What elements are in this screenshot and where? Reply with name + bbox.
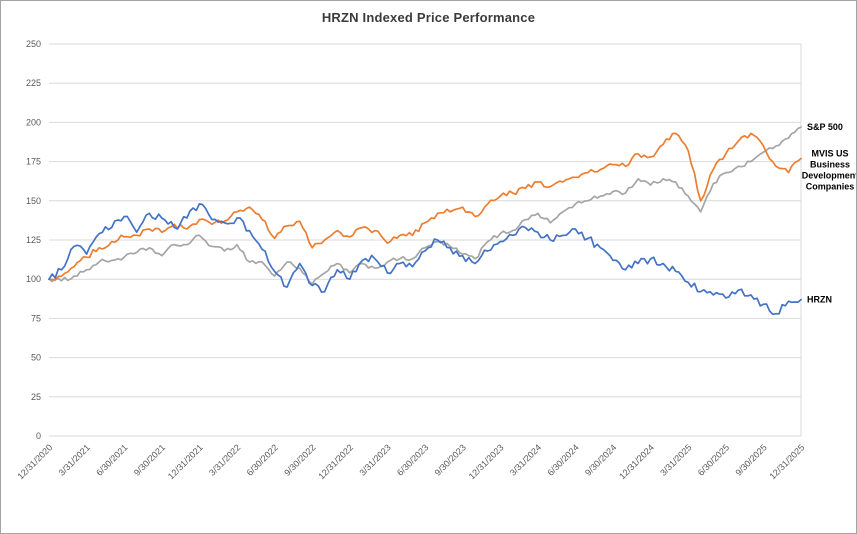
y-axis-tick-label: 175 xyxy=(26,157,41,167)
series-line-sp500 xyxy=(48,126,802,285)
x-axis-tick-label: 6/30/2022 xyxy=(245,442,280,477)
series-label-mvis-bdc: Development xyxy=(802,171,856,181)
y-axis-tick-label: 75 xyxy=(31,313,41,323)
y-axis-tick-label: 100 xyxy=(26,274,41,284)
series-label-hrzn: HRZN xyxy=(807,295,832,305)
series-line-hrzn xyxy=(48,203,802,316)
x-axis-tick-label: 6/30/2024 xyxy=(545,442,580,477)
x-axis-tick-label: 9/30/2022 xyxy=(282,442,317,477)
x-axis-tick-label: 3/31/2021 xyxy=(57,442,92,477)
x-axis-tick-label: 12/31/2020 xyxy=(15,442,54,481)
y-axis-tick-label: 250 xyxy=(26,39,41,49)
x-axis-tick-label: 12/31/2025 xyxy=(767,442,806,481)
x-axis-tick-label: 9/30/2025 xyxy=(733,442,768,477)
x-axis-tick-label: 3/31/2023 xyxy=(357,442,392,477)
x-axis-tick-label: 3/31/2024 xyxy=(508,442,543,477)
x-axis-tick-label: 3/31/2022 xyxy=(207,442,242,477)
chart-title: HRZN Indexed Price Performance xyxy=(321,10,536,25)
x-axis-tick-label: 12/31/2024 xyxy=(617,442,656,481)
series-label-mvis-bdc: Business xyxy=(810,160,850,170)
x-axis-tick-label: 12/31/2023 xyxy=(467,442,506,481)
series-label-mvis-bdc: Companies xyxy=(806,182,855,192)
y-axis-tick-label: 225 xyxy=(26,78,41,88)
x-axis-tick-label: 6/30/2023 xyxy=(395,442,430,477)
y-axis-tick-label: 0 xyxy=(36,431,41,441)
series-label-mvis-bdc: MVIS US xyxy=(811,149,848,159)
x-axis-tick-label: 9/30/2021 xyxy=(132,442,167,477)
x-axis-tick-label: 6/30/2025 xyxy=(696,442,731,477)
y-axis-tick-label: 150 xyxy=(26,196,41,206)
y-axis-tick-label: 50 xyxy=(31,353,41,363)
series-label-sp500: S&P 500 xyxy=(807,122,843,132)
x-axis-tick-label: 12/31/2022 xyxy=(316,442,355,481)
x-axis-tick-label: 6/30/2021 xyxy=(94,442,129,477)
x-axis-tick-label: 9/30/2024 xyxy=(583,442,618,477)
x-axis-tick-label: 3/31/2025 xyxy=(658,442,693,477)
x-axis-tick-label: 12/31/2021 xyxy=(166,442,205,481)
x-axis-tick-label: 9/30/2023 xyxy=(433,442,468,477)
series-line-mvis-bdc xyxy=(48,132,802,281)
y-axis-tick-label: 125 xyxy=(26,235,41,245)
y-axis-tick-label: 200 xyxy=(26,117,41,127)
y-axis-tick-label: 25 xyxy=(31,392,41,402)
